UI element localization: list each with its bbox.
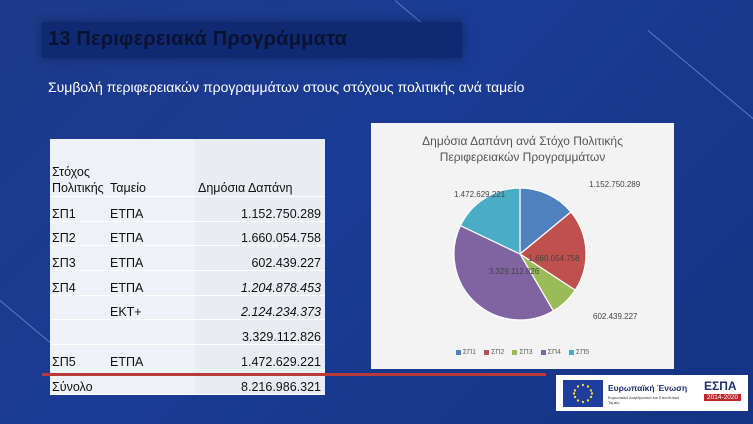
table-row: ΣΠ2 ΕΤΠΑ 1.660.054.758 [50,221,325,247]
header-goal: Στόχος Πολιτικής [50,139,107,197]
legend-item-ΣΠ4: ΣΠ4 [540,349,561,356]
cell-amount: 602.439.227 [195,245,325,272]
legend-swatch [540,349,546,355]
legend-swatch [512,349,518,355]
cell-amount: 1.152.750.289 [195,196,325,222]
legend-item-ΣΠ2: ΣΠ2 [484,349,504,356]
cell-fund: ΕΤΠΑ [107,245,195,272]
pie-chart-panel: Δημόσια Δαπάνη ανά Στόχο Πολιτικής Περιφ… [371,123,674,369]
slide-title-bar: 13 Περιφερειακά Προγράμματα [42,22,462,58]
cell-goal: ΣΠ3 [50,245,107,272]
cell-goal [50,319,107,346]
eu-name: Ευρωπαϊκή Ένωση [608,383,688,393]
legend-label: ΣΠ1 [462,349,477,356]
legend-item-ΣΠ5: ΣΠ5 [568,349,590,356]
data-label-ΣΠ5: 1.472.629.221 [454,190,506,199]
table-row: 3.329.112.826 [50,319,325,346]
decorative-line [647,30,753,121]
table-header-row: Στόχος Πολιτικής Ταμείο Δημόσια Δαπάνη [50,139,325,197]
legend-item-ΣΠ3: ΣΠ3 [512,349,533,356]
data-label-ΣΠ2: 1.660.054.758 [528,254,580,263]
slide-subtitle: Συμβολή περιφερειακών προγραμμάτων στους… [48,79,525,95]
espa-logo: ΕΣΠΑ 2014-2020 [694,377,746,409]
espa-years: 2014-2020 [704,394,742,401]
funding-logos: Ευρωπαϊκή Ένωση Ευρωπαϊκό Διαρθρωτικό κα… [556,375,748,411]
cell-fund: ΕΤΠΑ [107,196,195,222]
cell-amount: 1.660.054.758 [195,221,325,247]
cell-fund [107,319,195,346]
cell-amount: 3.329.112.826 [195,319,325,346]
cell-fund: ΕΚΤ+ [107,295,195,321]
cell-amount: 2.124.234.373 [195,295,325,321]
legend-label: ΣΠ2 [491,349,505,356]
chart-title: Δημόσια Δαπάνη ανά Στόχο Πολιτικής Περιφ… [422,134,623,164]
table-row: ΣΠ5 ΕΤΠΑ 1.472.629.221 [50,344,325,370]
legend-label: ΣΠ3 [519,349,533,356]
cell-fund: ΕΤΠΑ [107,221,195,247]
eu-flag-icon [563,380,603,407]
legend-swatch [455,349,461,355]
chart-legend: ΣΠ1 ΣΠ2 ΣΠ3 ΣΠ4 ΣΠ5 [371,349,674,356]
data-label-ΣΠ4: 3.329.112.826 [489,267,540,276]
legend-label: ΣΠ4 [547,349,561,356]
legend-item-ΣΠ1: ΣΠ1 [455,349,477,356]
cell-goal: ΣΠ4 [50,270,107,296]
legend-label: ΣΠ5 [575,349,590,356]
header-amount: Δημόσια Δαπάνη [195,139,325,197]
legend-swatch [484,349,490,355]
table-row: ΣΠ4 ΕΤΠΑ 1.204.878.453 [50,270,325,296]
cell-goal: ΣΠ1 [50,196,107,222]
expenditure-table: Στόχος Πολιτικής Ταμείο Δημόσια Δαπάνη Σ… [50,139,325,395]
espa-name: ΕΣΠΑ [704,379,737,393]
table-row: ΣΠ1 ΕΤΠΑ 1.152.750.289 [50,196,325,222]
cell-goal [50,295,107,321]
slide-title: 13 Περιφερειακά Προγράμματα [48,28,348,50]
legend-swatch [568,349,574,355]
pie-chart: 1.152.750.289 1.660.054.758 602.439.227 3.3… [453,180,641,321]
pie-slice-ΣΠ4 [453,224,555,321]
decorative-line [394,0,423,24]
decorative-line [0,300,54,346]
cell-goal: ΣΠ2 [50,221,107,247]
cell-amount: 1.204.878.453 [195,270,325,296]
data-label-ΣΠ1: 1.152.750.289 [589,180,641,189]
cell-amount: 1.472.629.221 [195,344,325,370]
eu-fund-text: Ευρωπαϊκό Διαρθρωτικό και Επενδυτικό Ταμ… [608,395,680,405]
pie-slice-ΣΠ5 [459,187,521,255]
cell-fund: ΕΤΠΑ [107,270,195,296]
cell-fund: ΕΤΠΑ [107,344,195,370]
cell-goal: ΣΠ5 [50,344,107,370]
pie-slice-ΣΠ2 [518,211,587,292]
table-row: ΣΠ3 ΕΤΠΑ 602.439.227 [50,245,325,272]
divider-line [42,373,546,376]
data-label-ΣΠ3: 602.439.227 [593,312,638,321]
header-fund: Ταμείο [107,139,195,197]
table-row: ΕΚΤ+ 2.124.234.373 [50,295,325,321]
pie-slice-ΣΠ1 [519,187,572,256]
